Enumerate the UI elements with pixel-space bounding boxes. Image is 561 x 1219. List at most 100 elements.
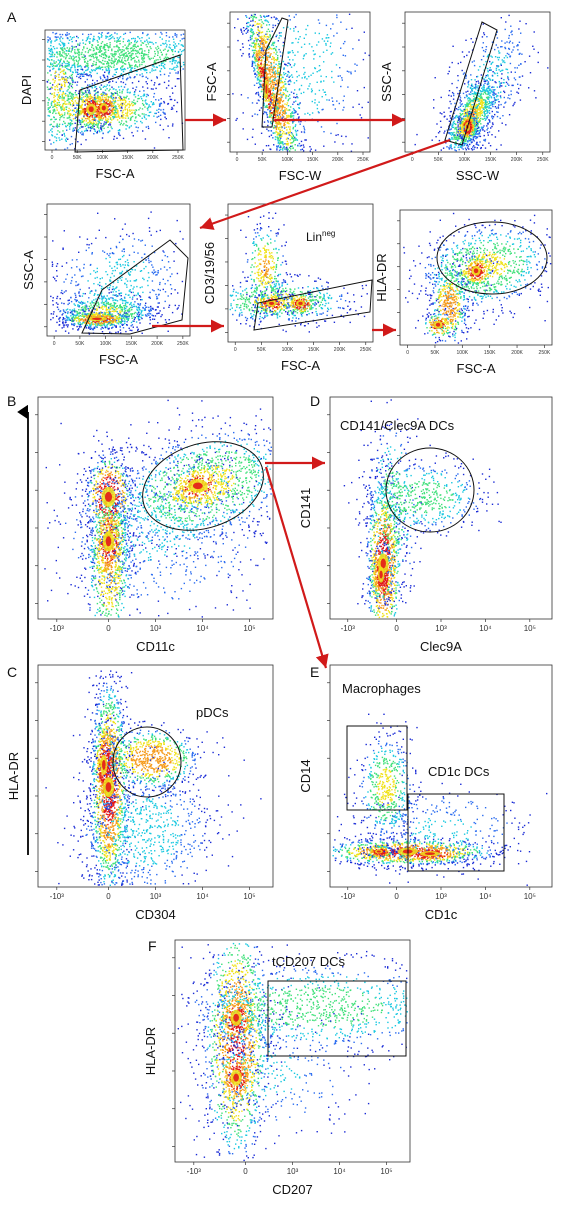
x-tick-label: 100K <box>456 350 468 356</box>
x-tick-label: 0 <box>411 157 414 163</box>
x-axis-label-a5: FSC-A <box>281 358 320 373</box>
x-tick-label: 150K <box>126 341 138 347</box>
plot-frame-a3 <box>404 11 551 153</box>
x-tick-label: 200K <box>511 157 523 163</box>
scatter-a4 <box>50 211 184 335</box>
arrow-a3-a4 <box>199 138 451 230</box>
scatter-a5 <box>229 212 368 333</box>
density-peak <box>192 482 203 490</box>
x-tick-label: 250K <box>172 155 184 161</box>
x-tick-label: 10⁴ <box>196 624 209 633</box>
y-axis-label-a1: DAPI <box>19 75 34 105</box>
x-tick-label: 0 <box>106 892 111 901</box>
plot-frame-a5 <box>227 203 374 343</box>
x-tick-label: 0 <box>243 1167 248 1176</box>
x-tick-label: 0 <box>53 341 56 347</box>
x-tick-label: 10⁴ <box>479 624 492 633</box>
x-tick-label: 200K <box>332 157 344 163</box>
x-tick-label: 250K <box>357 157 369 163</box>
x-tick-label: 0 <box>406 350 409 356</box>
x-tick-label: 0 <box>394 624 399 633</box>
x-tick-label: 10⁴ <box>333 1167 346 1176</box>
panel-letter-c: C <box>7 664 17 680</box>
density-peak <box>376 850 381 853</box>
x-axis-label-a4: FSC-A <box>99 352 138 367</box>
density-peak <box>88 106 94 113</box>
gate-singlets-fsc <box>261 17 289 128</box>
x-tick-label: 100K <box>282 157 294 163</box>
x-axis-label-a1: FSC-A <box>96 166 135 181</box>
panel-letter-b: B <box>7 393 16 409</box>
x-tick-label: 10⁵ <box>243 624 255 633</box>
gate-cd1c-dcs <box>407 793 505 872</box>
gate-pdcs <box>112 726 182 798</box>
x-tick-label: 50K <box>258 157 268 163</box>
panel-letter-e: E <box>310 664 319 680</box>
density-peak <box>435 322 441 327</box>
x-axis-label-a3: SSC-W <box>456 168 500 183</box>
scatter-a2 <box>232 13 370 152</box>
scatter-c <box>45 670 262 886</box>
gate-macrophages <box>346 725 408 811</box>
density-peak <box>101 105 106 111</box>
x-tick-label: 10⁵ <box>524 624 536 633</box>
x-tick-label: 0 <box>234 347 237 353</box>
x-tick-label: 100K <box>100 341 112 347</box>
x-tick-label: 100K <box>459 157 471 163</box>
panel-letter-d: D <box>310 393 320 409</box>
x-tick-label: 50K <box>434 157 444 163</box>
plot-frame-f <box>174 939 411 1163</box>
x-tick-label: 250K <box>360 347 372 353</box>
gate-cd141-dcs <box>385 447 475 533</box>
x-tick-label: 100K <box>97 155 109 161</box>
plot-frame-a1 <box>44 29 186 151</box>
scatter-a1 <box>46 31 185 150</box>
x-tick-label: 10³ <box>150 892 162 901</box>
arrows-layer <box>17 113 451 855</box>
density-peak <box>380 558 386 569</box>
plot-frame-c <box>37 664 274 888</box>
panel-letter-a: A <box>7 9 16 25</box>
scatter-d <box>343 399 502 619</box>
gate-hla-dr-pos <box>436 221 548 295</box>
plot-frame-a2 <box>229 11 371 153</box>
x-tick-label: 10³ <box>435 624 447 633</box>
labels-layer: 0 50K 100K 150K 200K 250K FSC-A DAPI 0 50K 100K 150… <box>6 62 551 1197</box>
density-peak <box>233 1073 239 1082</box>
x-tick-label: 10⁴ <box>196 892 209 901</box>
scatter-a3 <box>414 14 549 152</box>
x-axis-label-b: CD11c <box>136 639 175 654</box>
gate-lin-neg <box>253 279 373 331</box>
scatter-e <box>332 713 548 886</box>
x-tick-label: 0 <box>236 157 239 163</box>
gate-label-pdcs: pDCs <box>196 705 229 720</box>
panel-letter-f: F <box>148 938 157 954</box>
x-tick-label: 250K <box>177 341 189 347</box>
density-peak <box>102 759 106 770</box>
y-axis-label-a5: CD3/19/56 <box>202 242 217 304</box>
x-axis-label-e: CD1c <box>425 907 458 922</box>
density-peak <box>268 301 275 306</box>
y-axis-label-a4: SSC-A <box>21 250 36 290</box>
density-peak <box>298 301 303 306</box>
plot-frame-a6 <box>399 209 553 346</box>
y-axis-label-c: HLA-DR <box>6 752 21 800</box>
density-peak <box>92 317 103 321</box>
gates-layer <box>74 17 548 1057</box>
x-tick-label: -10³ <box>50 892 65 901</box>
density-peak <box>105 536 112 547</box>
x-tick-label: 150K <box>307 157 319 163</box>
plot-frames-layer <box>35 11 553 1165</box>
density-peak <box>104 491 113 502</box>
x-tick-label: 0 <box>51 155 54 161</box>
plot-title-tcd207: tCD207 DCs <box>272 954 345 969</box>
density-peak <box>473 268 479 274</box>
x-tick-label: 0 <box>394 892 399 901</box>
y-axis-label-e: CD14 <box>298 759 313 792</box>
arrow-b-e <box>264 466 329 669</box>
y-axis-label-f: HLA-DR <box>143 1027 158 1075</box>
scatter-b <box>44 399 272 618</box>
density-peak <box>233 1013 239 1022</box>
